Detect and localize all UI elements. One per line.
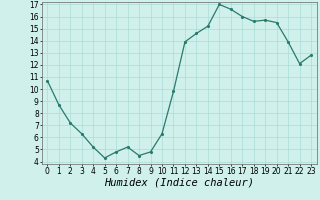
X-axis label: Humidex (Indice chaleur): Humidex (Indice chaleur) <box>104 177 254 187</box>
